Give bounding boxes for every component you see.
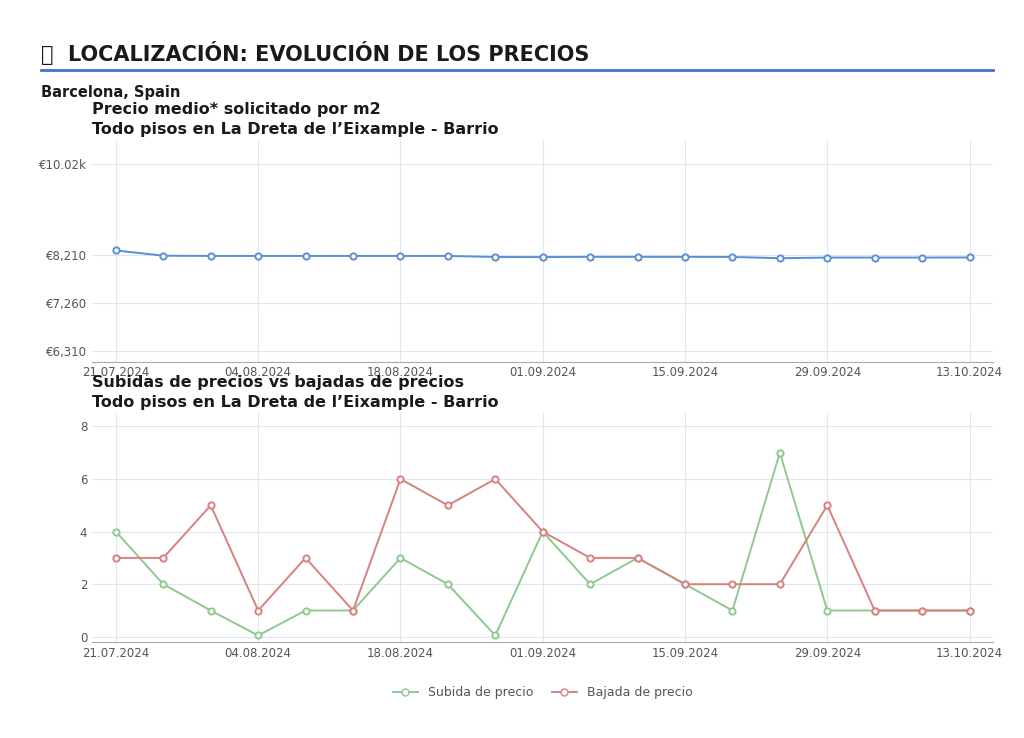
Text: Precio medio* solicitado por m2
Todo pisos en La Dreta de l’Eixample - Barrio: Precio medio* solicitado por m2 Todo pis…	[92, 102, 499, 137]
Text: ⛰  LOCALIZACIÓN: EVOLUCIÓN DE LOS PRECIOS: ⛰ LOCALIZACIÓN: EVOLUCIÓN DE LOS PRECIOS	[41, 41, 590, 65]
Legend: Subida de precio, Bajada de precio: Subida de precio, Bajada de precio	[388, 681, 697, 705]
Text: Subidas de precios vs bajadas de precios
Todo pisos en La Dreta de l’Eixample - : Subidas de precios vs bajadas de precios…	[92, 375, 499, 410]
Text: Barcelona, Spain: Barcelona, Spain	[41, 85, 180, 100]
